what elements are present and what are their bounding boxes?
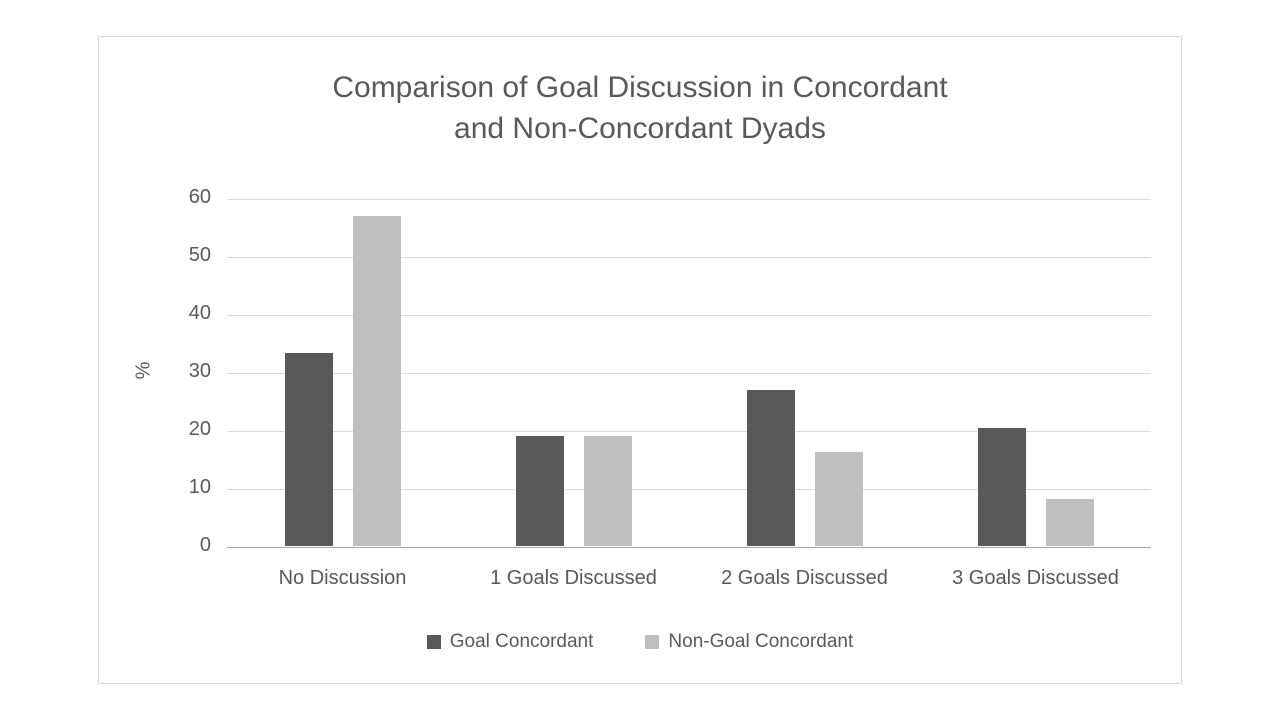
bar-goal-concordant-2-goals-discussed (746, 389, 795, 546)
bar-goal-concordant-1-goals-discussed (515, 435, 564, 546)
y-tick-label: 20 (188, 418, 211, 440)
gridline (227, 198, 1151, 200)
chart-card: Comparison of Goal Discussion in Concord… (98, 36, 1182, 684)
legend-item-goal-concordant: Goal Concordant (426, 631, 594, 653)
legend: Goal Concordant Non-Goal Concordant (99, 631, 1181, 653)
legend-label: Goal Concordant (449, 631, 594, 652)
plot-area: 0 10 20 30 40 50 60 No Discussion 1 Goals Discus… (189, 186, 1151, 589)
legend-swatch-goal-concordant (426, 635, 441, 649)
legend-item-non-goal-concordant: Non-Goal Concordant (645, 631, 853, 653)
bar-goal-concordant-3-goals-discussed (977, 428, 1026, 546)
legend-swatch-non-goal-concordant (645, 635, 660, 649)
gridline (227, 430, 1151, 432)
gridline (227, 488, 1151, 490)
x-category-label: No Discussion (278, 567, 407, 589)
x-axis-line (227, 546, 1151, 548)
gridline (227, 256, 1151, 258)
y-tick-label: 40 (188, 302, 211, 324)
y-tick-label: 10 (188, 476, 211, 498)
x-category-label: 1 Goals Discussed (490, 567, 657, 589)
bar-non-goal-concordant-3-goals-discussed (1045, 499, 1094, 546)
bar-non-goal-concordant-1-goals-discussed (583, 436, 632, 546)
bar-non-goal-concordant-2-goals-discussed (814, 452, 863, 546)
chart-title-line2: and Non-Concordant Dyads (454, 112, 826, 146)
chart-title-line1: Comparison of Goal Discussion in Concord… (332, 71, 948, 104)
legend-label: Non-Goal Concordant (668, 631, 854, 652)
x-category-label: 3 Goals Discussed (952, 567, 1119, 589)
y-tick-label: 60 (188, 186, 211, 208)
bar-non-goal-concordant-no-discussion (352, 215, 401, 546)
chart-title: Comparison of Goal Discussion in Concord… (99, 67, 1181, 150)
gridline (227, 314, 1151, 316)
y-tick-label: 0 (199, 534, 211, 556)
y-tick-label: 50 (188, 244, 211, 266)
y-tick-label: 30 (188, 360, 211, 382)
gridline (227, 372, 1151, 374)
x-category-label: 2 Goals Discussed (721, 567, 888, 589)
bar-goal-concordant-no-discussion (284, 352, 333, 546)
